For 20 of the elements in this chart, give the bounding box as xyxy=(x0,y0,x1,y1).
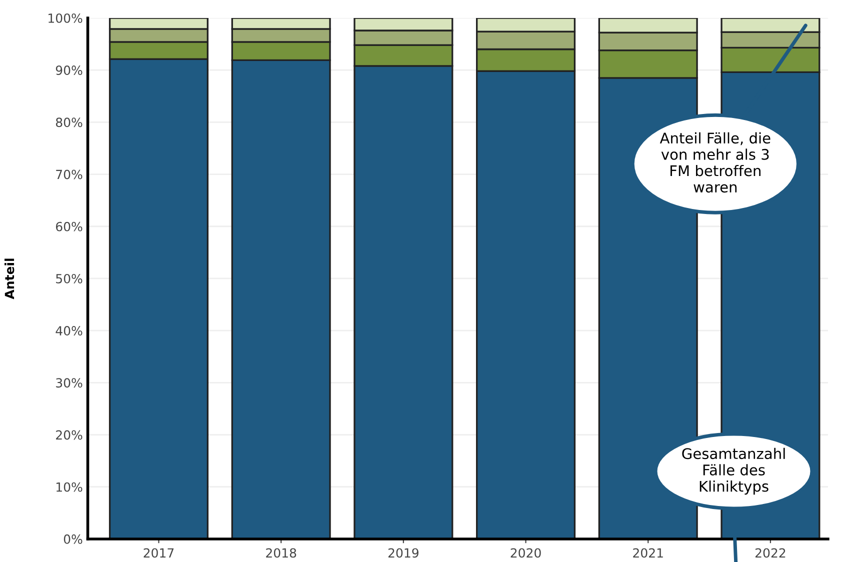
x-tick-label: 2019 xyxy=(388,548,418,558)
y-tick-label: 40% xyxy=(56,326,82,336)
x-tick-label: 2018 xyxy=(266,548,296,558)
y-tick-label: 60% xyxy=(56,222,82,232)
y-tick-label: 30% xyxy=(56,378,82,388)
y-tick-label: 70% xyxy=(56,170,82,180)
y-tick-label: 100% xyxy=(48,13,82,23)
annotation: Anteil Fälle, die von mehr als 3 FM betroffen waren xyxy=(660,132,770,193)
x-tick-label: 2022 xyxy=(755,548,786,558)
annotation: Gesamtanzahl Fälle des Kliniktyps xyxy=(682,448,785,495)
x-tick-label: 2017 xyxy=(144,548,174,558)
y-tick-label: 90% xyxy=(56,66,82,76)
y-axis-title: Anteil xyxy=(4,258,14,300)
y-tick-label: 0% xyxy=(64,534,82,544)
x-tick-label: 2021 xyxy=(633,548,663,558)
y-tick-label: 20% xyxy=(56,430,82,440)
y-tick-label: 50% xyxy=(56,274,82,284)
y-tick-label: 10% xyxy=(56,482,82,492)
x-tick-label: 2020 xyxy=(510,548,541,558)
y-tick-label: 80% xyxy=(56,118,82,128)
